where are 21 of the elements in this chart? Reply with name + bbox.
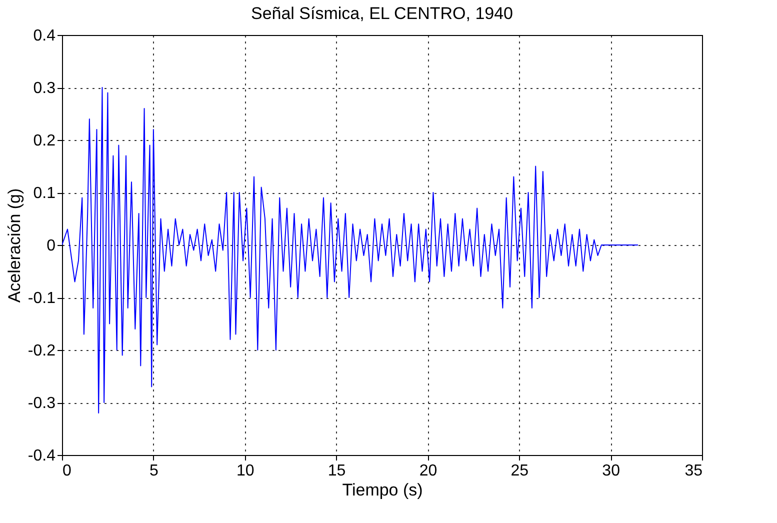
y-tick-label: -0.4 (28, 448, 56, 464)
y-tick-label: -0.1 (28, 290, 56, 307)
y-tick-label: 0.3 (33, 80, 56, 97)
x-tick-label: 10 (236, 462, 254, 480)
y-tick-label: -0.3 (28, 395, 56, 412)
x-tick-label: 35 (684, 462, 703, 480)
y-tick-label: 0 (46, 238, 56, 254)
x-axis-title: Tiempo (s) (342, 480, 423, 500)
y-tick-label: -0.2 (28, 342, 56, 360)
y-tick-label: 0.1 (33, 185, 56, 202)
x-tick-label: 25 (510, 462, 529, 480)
y-tick-label: 0.2 (33, 132, 56, 150)
x-tick-label: 0 (62, 462, 72, 480)
chart-title: Señal Sísmica, EL CENTRO, 1940 (250, 4, 514, 23)
y-tick-label: 0.4 (33, 28, 56, 44)
y-axis-title: Aceleración (g) (4, 188, 24, 303)
x-tick-label: 20 (419, 462, 438, 480)
line-series (62, 87, 638, 414)
x-tick-label: 5 (149, 462, 158, 480)
x-tick-label: 30 (602, 462, 620, 480)
x-tick-label: 15 (328, 462, 346, 480)
